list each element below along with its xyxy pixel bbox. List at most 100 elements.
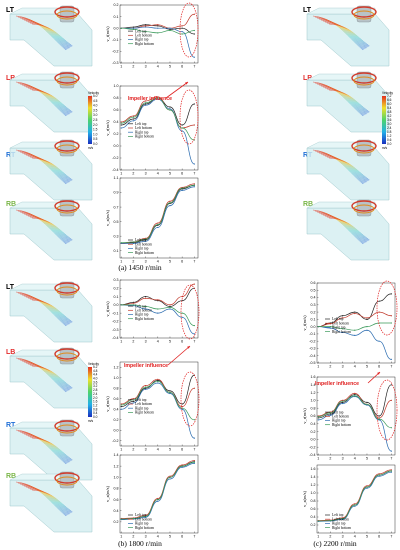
y-axis-label: v_z(m/s) [105, 210, 110, 226]
streamline [25, 20, 71, 48]
data-point [132, 305, 135, 307]
data-point [144, 26, 147, 28]
sump-body [9, 427, 93, 481]
data-point [144, 387, 147, 389]
x-tick-label: 5 [169, 535, 171, 539]
legend-label: Left bottom [135, 34, 152, 38]
plot-frame [316, 464, 396, 534]
streamline [21, 18, 69, 49]
x-tick-label: 2 [132, 448, 134, 452]
data-point [193, 56, 195, 58]
sump-rendering [306, 199, 390, 261]
x-tick-label: 5 [169, 65, 171, 69]
legend-label: Left top [135, 122, 147, 126]
data-point [181, 316, 183, 318]
streamline [320, 19, 367, 49]
data-point [132, 26, 135, 28]
data-point [144, 308, 147, 310]
y-tick-label: 0.7 [114, 205, 119, 209]
x-tick-label: 5 [366, 535, 368, 539]
label-lb-b: LB [6, 349, 15, 356]
data-point [181, 31, 183, 33]
sump-rendering [306, 139, 390, 201]
y-tick-label: -0.2 [309, 445, 315, 449]
y-tick-label: 0.1 [114, 295, 119, 299]
y-tick-label: -0.4 [309, 453, 315, 457]
streamline [312, 209, 364, 245]
streamline [15, 209, 67, 245]
streamline [19, 211, 68, 244]
data-point [329, 323, 332, 325]
data-point [193, 163, 195, 165]
data-point [144, 238, 147, 240]
y-tick-label: 0.5 [114, 220, 119, 224]
x-tick-label: 7 [193, 448, 195, 452]
x-tick-label: 4 [354, 457, 356, 461]
streamline [17, 210, 67, 244]
y-tick-label: 0.8 [114, 96, 119, 100]
data-point [390, 470, 392, 472]
impeller-influence-label: Impeller influence [124, 363, 168, 369]
data-point [132, 517, 135, 520]
legend-label: Left top [332, 513, 344, 517]
y-tick-label: -0.2 [112, 50, 118, 54]
data-point [144, 297, 147, 299]
legend-label: Left bottom [135, 242, 152, 246]
streamline [23, 485, 70, 515]
data-point [341, 317, 344, 319]
data-point [193, 103, 195, 105]
data-point [390, 471, 392, 473]
colorbar-tick-label: 3.2 [93, 384, 98, 388]
data-point [169, 390, 171, 392]
data-point [181, 403, 183, 405]
arrow-head [377, 372, 380, 375]
y-tick-label: 0.1 [114, 15, 119, 19]
data-point [193, 13, 195, 15]
impeller-swirl [54, 282, 80, 294]
data-point [169, 391, 171, 394]
x-tick-label: 1 [120, 260, 122, 264]
data-point [390, 358, 392, 360]
x-tick-label: 4 [157, 535, 159, 539]
data-point [169, 308, 171, 310]
legend-label: Right bottom [135, 411, 154, 415]
streamline [316, 151, 365, 184]
streamline [23, 153, 70, 183]
data-point [120, 408, 122, 410]
streamline [318, 18, 366, 49]
data-point [193, 29, 195, 32]
data-point [193, 183, 195, 185]
colorbar-tick-label: 5.0 [93, 94, 98, 98]
pump-column [356, 5, 372, 23]
colorbar-tick-label: 0.8 [93, 407, 98, 411]
streamline [27, 487, 71, 514]
sump-body [306, 79, 390, 133]
y-tick-label: 0.8 [114, 487, 119, 491]
streamline [19, 293, 68, 326]
y-tick-label: 0.3 [311, 303, 316, 307]
data-point [193, 462, 195, 464]
legend-label: Right bottom [135, 317, 154, 321]
sump-body [9, 79, 93, 133]
x-tick-label: 2 [329, 457, 331, 461]
data-point [157, 32, 159, 34]
data-point [193, 186, 195, 188]
streamline [31, 217, 73, 241]
legend-label: Left bottom [135, 309, 152, 313]
streamline [314, 210, 364, 244]
data-point [378, 311, 380, 313]
chart-a3: 1.1 0.9 0.7 0.5 0.3 0.1 1 2 3 4 5 6 7 v_z(m/s) Left to… [105, 176, 199, 264]
data-point [132, 301, 135, 303]
data-point [132, 116, 135, 118]
data-point [132, 302, 135, 304]
y-axis-label: v_t(m/s) [105, 301, 110, 317]
impeller-influence-annotation: Impeller influence [315, 280, 398, 441]
streamline [19, 431, 68, 464]
data-point [181, 27, 183, 29]
data-point [132, 115, 135, 117]
data-point [144, 515, 147, 517]
impeller-swirl [351, 6, 377, 18]
legend-label: Left top [135, 398, 147, 402]
y-tick-label: 0.4 [114, 509, 119, 513]
